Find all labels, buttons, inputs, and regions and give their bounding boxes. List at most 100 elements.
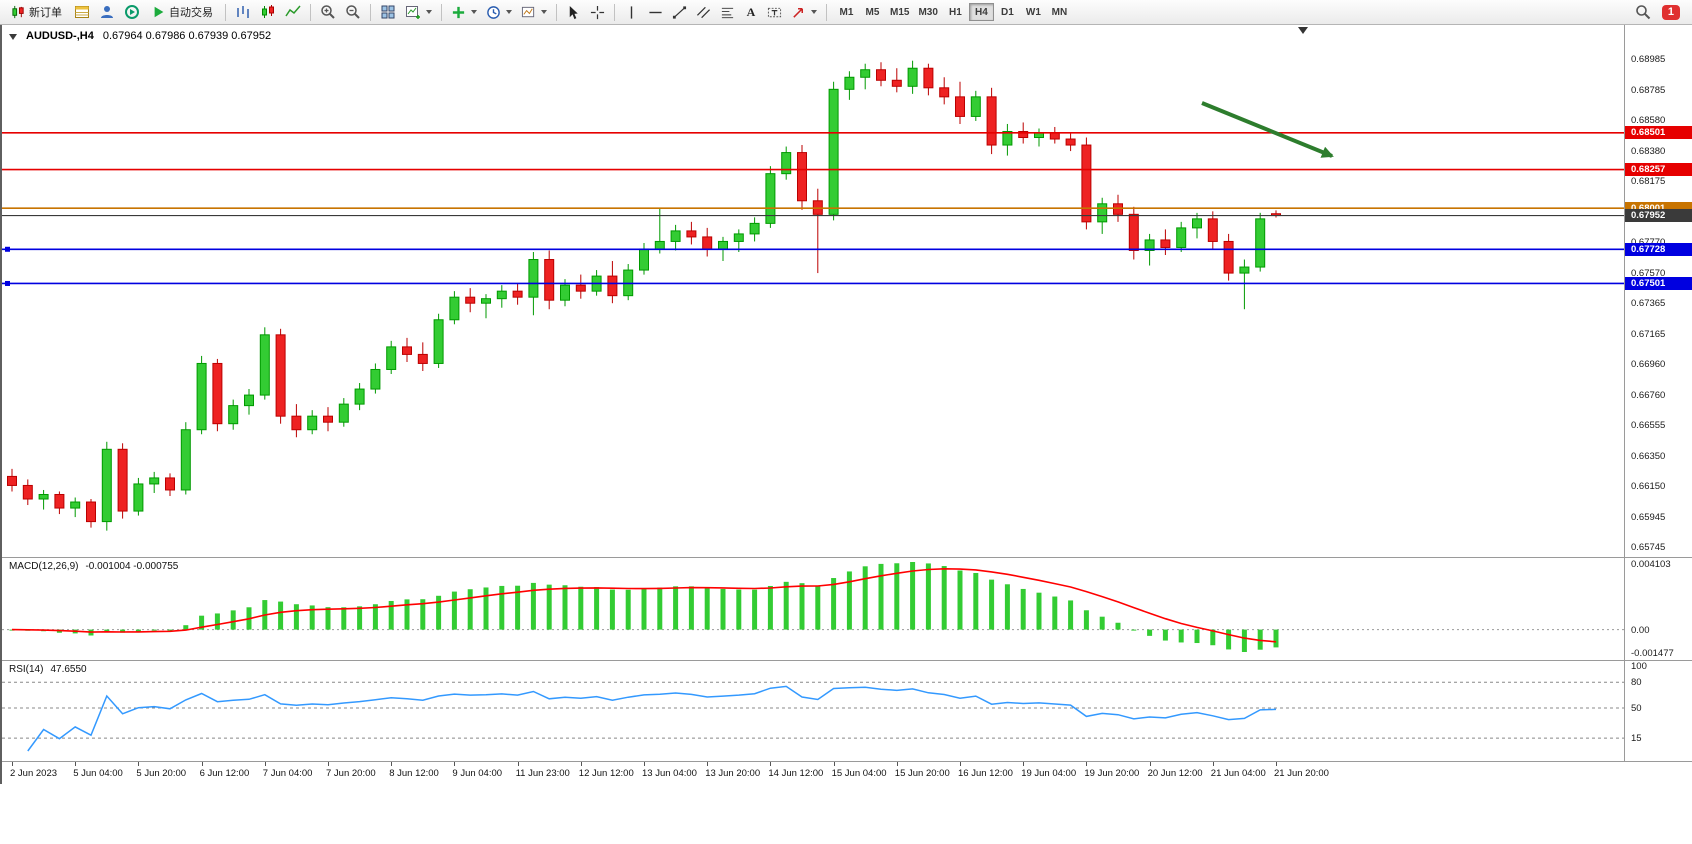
time-label: 14 Jun 12:00 (768, 768, 824, 779)
rsi-axis-label: 15 (1631, 733, 1642, 745)
price-axis-label: 0.66760 (1631, 389, 1666, 401)
autotrading-button[interactable]: 自动交易 (145, 2, 220, 22)
price-axis-label: 0.68785 (1631, 84, 1666, 96)
timeframe-h1-button[interactable]: H1 (943, 3, 968, 21)
toolbar-separator (310, 3, 311, 21)
clock-icon (487, 5, 500, 19)
rsi-plot[interactable] (2, 661, 1626, 761)
chart-header: AUDUSD-,H4 0.67964 0.67986 0.67939 0.679… (9, 30, 271, 42)
price-axis-label: 0.67570 (1631, 267, 1666, 279)
market-watch-icon (75, 6, 89, 18)
crosshair-tool-button[interactable] (586, 2, 609, 22)
zoom-in-button[interactable] (316, 2, 340, 22)
timeframe-m15-button[interactable]: M15 (886, 3, 913, 21)
text-tool-button[interactable]: A (740, 2, 762, 22)
price-axis-label: 0.68580 (1631, 115, 1666, 127)
time-tick (201, 762, 203, 766)
line-chart-type-button[interactable] (281, 2, 305, 22)
timeframe-m1-button[interactable]: M1 (834, 3, 859, 21)
text-label-tool-button[interactable] (763, 2, 786, 22)
vertical-line-tool-button[interactable] (620, 2, 643, 22)
toolbar-right-group: 1 (1631, 2, 1688, 22)
arrows-tool-button[interactable] (787, 2, 821, 22)
timeframe-h4-button[interactable]: H4 (968, 3, 994, 21)
toolbar: 新订单 自动交易 (0, 0, 1692, 25)
macd-axis[interactable]: 0.004103 0.00 -0.001477 (1624, 558, 1692, 660)
time-axis[interactable]: 2 Jun 2023 5 Jun 04:00 5 Jun 20:00 6 Jun 12… (2, 761, 1692, 784)
symbol-label: AUDUSD-,H4 (26, 30, 94, 42)
one-click-trading-toggle[interactable] (9, 34, 17, 40)
chart-shift-marker[interactable] (1298, 27, 1308, 34)
time-label: 13 Jun 04:00 (642, 768, 697, 779)
terminal-button[interactable] (120, 2, 144, 22)
autotrading-play-icon (154, 6, 164, 18)
candlestick-chart-type-button[interactable] (256, 2, 280, 22)
time-tick (454, 762, 456, 766)
price-axis-label: 0.66960 (1631, 359, 1666, 371)
price-axis[interactable]: 0.68985 0.68785 0.68580 0.68380 0.68175 0.679… (1624, 25, 1692, 557)
notification-badge[interactable]: 1 (1661, 4, 1680, 20)
fibonacci-tool-button[interactable] (716, 2, 739, 22)
rsi-axis[interactable]: 100 80 50 15 (1624, 661, 1692, 761)
bar-chart-type-button[interactable] (231, 2, 255, 22)
macd-axis-max: 0.004103 (1631, 559, 1671, 570)
templates-button[interactable] (517, 2, 551, 22)
line-chart-icon (285, 5, 301, 17)
zoom-out-button[interactable] (341, 2, 365, 22)
periods-button[interactable] (482, 2, 516, 22)
cursor-icon (569, 5, 578, 19)
timeframe-m30-button[interactable]: M30 (914, 3, 941, 21)
search-button[interactable] (1631, 2, 1655, 22)
market-watch-button[interactable] (70, 2, 94, 22)
tile-windows-button[interactable] (376, 2, 400, 22)
price-axis-label: 0.68985 (1631, 54, 1666, 66)
channel-tool-button[interactable] (692, 2, 715, 22)
timeframe-w1-button[interactable]: W1 (1021, 3, 1046, 21)
arrow-tool-icon (793, 7, 803, 18)
time-label: 12 Jun 12:00 (578, 768, 634, 779)
price-axis-label: 0.67365 (1631, 298, 1666, 310)
macd-axis-min: -0.001477 (1631, 648, 1674, 659)
time-tick (770, 762, 772, 766)
time-tick (644, 762, 645, 766)
trendline-tool-button[interactable] (668, 2, 691, 22)
price-axis-label: 0.65945 (1631, 512, 1666, 524)
new-chart-button[interactable] (401, 2, 436, 22)
timeframe-d1-button[interactable]: D1 (995, 3, 1020, 21)
indicators-plus-icon (452, 6, 465, 18)
macd-plot[interactable] (2, 558, 1626, 660)
timeframe-m5-button[interactable]: M5 (860, 3, 885, 21)
time-label: 8 Jun 12:00 (389, 768, 439, 779)
time-tick (1023, 762, 1025, 766)
time-tick (517, 762, 519, 766)
navigator-button[interactable] (95, 2, 119, 22)
price-axis-label: 0.65745 (1631, 542, 1666, 554)
time-tick (580, 762, 582, 766)
main-chart-plot[interactable] (2, 25, 1626, 557)
timeframe-toolbar: M1 M5 M15 M30 H1 H4 D1 W1 MN (834, 3, 1072, 21)
horizontal-line-tool-button[interactable] (644, 2, 667, 22)
autotrading-label: 自动交易 (169, 7, 213, 19)
timeframe-mn-button[interactable]: MN (1047, 3, 1072, 21)
main-chart-panel: AUDUSD-,H4 0.67964 0.67986 0.67939 0.679… (2, 25, 1692, 557)
toolbar-separator (441, 3, 442, 21)
time-label: 2 Jun 2023 (10, 768, 58, 779)
cursor-tool-button[interactable] (562, 2, 585, 22)
price-axis-label: 0.68175 (1631, 176, 1666, 188)
zoom-out-icon (346, 5, 360, 19)
macd-header: MACD(12,26,9) -0.001004 -0.000755 (9, 561, 178, 572)
price-badge: 0.67728 (1625, 242, 1692, 256)
vertical-line-icon (630, 5, 633, 19)
macd-panel: MACD(12,26,9) -0.001004 -0.000755 0.0041… (2, 557, 1692, 660)
price-axis-label: 0.67165 (1631, 328, 1666, 340)
bar-chart-icon (237, 6, 249, 18)
indicators-button[interactable] (447, 2, 481, 22)
time-label: 6 Jun 12:00 (199, 768, 250, 779)
new-order-button[interactable]: 新订单 (4, 2, 69, 22)
time-tick (1276, 762, 1277, 766)
price-axis-label: 0.68380 (1631, 145, 1666, 157)
time-label: 9 Jun 04:00 (452, 768, 503, 779)
time-label: 15 Jun 04:00 (831, 768, 887, 779)
price-badge: 0.68501 (1625, 126, 1692, 140)
templates-icon (521, 6, 535, 17)
